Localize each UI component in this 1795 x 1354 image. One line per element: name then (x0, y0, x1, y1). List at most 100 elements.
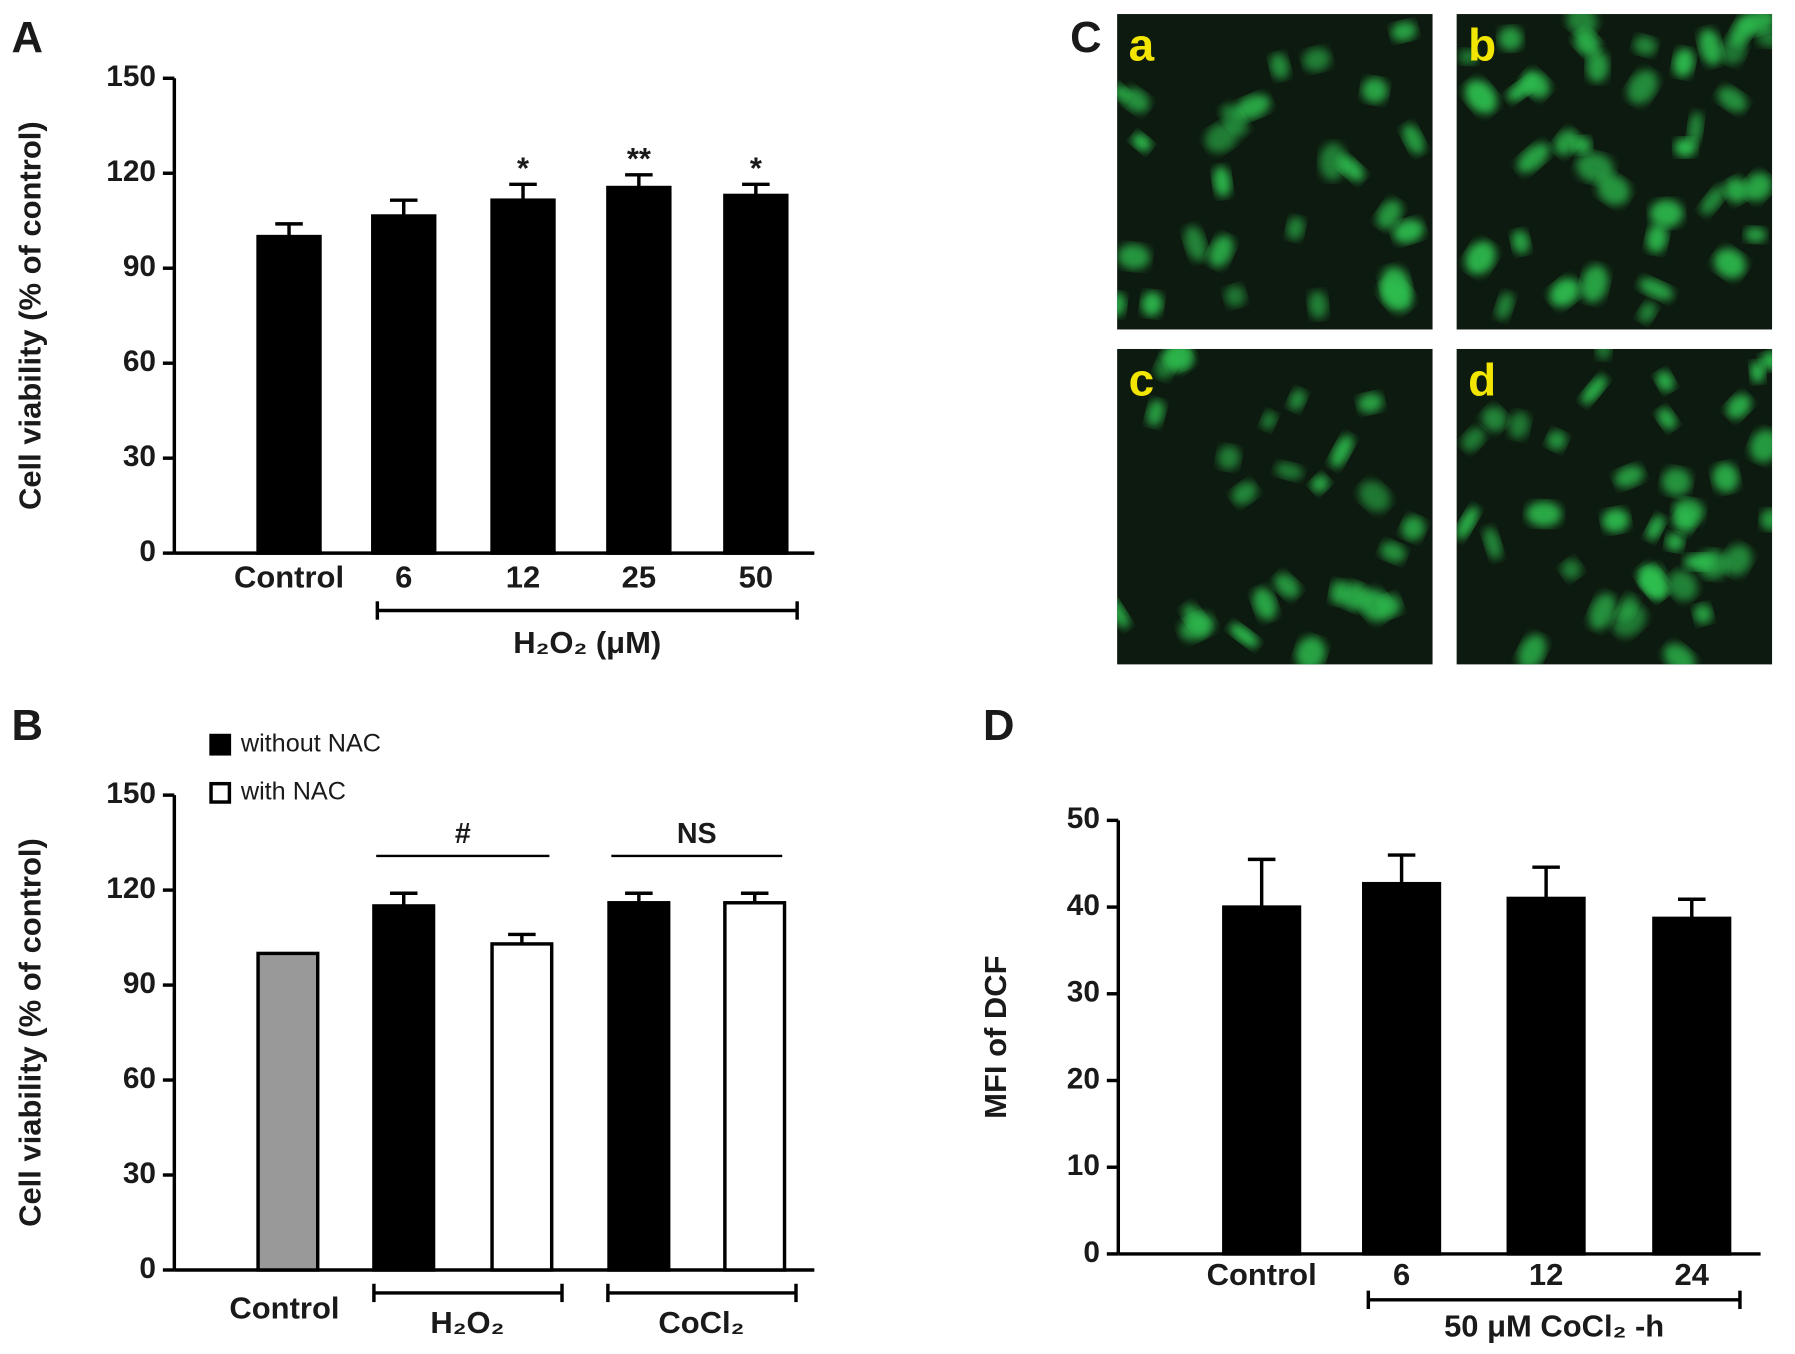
y-tick-label: 20 (1067, 1062, 1100, 1095)
cell (1750, 360, 1765, 383)
image-label: b (1468, 19, 1496, 71)
legend-swatch (209, 733, 232, 756)
cell (1693, 604, 1713, 625)
cell (1517, 634, 1547, 665)
cell (1117, 244, 1151, 270)
cell (1589, 593, 1616, 630)
y-tick-label: 0 (1083, 1236, 1100, 1269)
cell (1391, 21, 1417, 42)
bar (371, 214, 437, 555)
cell (1498, 26, 1523, 51)
bar (1506, 896, 1586, 1256)
y-tick-label: 10 (1067, 1149, 1100, 1182)
cell (1361, 77, 1388, 103)
cell (1656, 370, 1675, 392)
cell (1665, 532, 1685, 552)
cell (1229, 623, 1259, 648)
cell (1308, 290, 1328, 319)
cell (1743, 172, 1772, 202)
bar (723, 193, 789, 555)
cell (1526, 501, 1562, 527)
cell (1614, 465, 1644, 488)
cell (1517, 143, 1550, 173)
cell (1638, 301, 1657, 323)
y-tick-label: 60 (123, 1062, 156, 1095)
cell (1402, 123, 1425, 155)
cell (1511, 230, 1530, 255)
cell (1141, 291, 1163, 317)
cell (1275, 462, 1303, 480)
y-tick-label: 60 (123, 345, 156, 378)
image-label: d (1468, 353, 1496, 405)
cell (1649, 199, 1684, 228)
cell (1726, 394, 1752, 419)
bar (1362, 881, 1442, 1256)
cell (1132, 133, 1152, 152)
y-tick-label: 90 (123, 250, 156, 283)
bar (1222, 905, 1302, 1256)
cell (1561, 559, 1582, 580)
panel-label: A (11, 14, 42, 62)
cell (1717, 86, 1747, 112)
cell (1673, 48, 1695, 78)
comparison-label: NS (677, 818, 717, 850)
cell (1657, 407, 1677, 430)
cell (1270, 53, 1289, 80)
cell (1234, 94, 1271, 120)
x-tick-label: CoCl₂ (658, 1305, 744, 1340)
cell (1521, 70, 1550, 99)
bar (372, 904, 436, 1272)
x-tick-label: H₂O₂ (430, 1305, 504, 1340)
cell (1392, 219, 1424, 244)
cell (1724, 177, 1749, 203)
cell (1602, 508, 1630, 533)
cell (1698, 28, 1722, 66)
cell (1252, 587, 1277, 620)
y-axis-label: MFI of DCF (978, 955, 1013, 1118)
cell (1760, 351, 1773, 371)
x-tick-label: 12 (1529, 1257, 1563, 1292)
cell (1378, 594, 1402, 617)
comparison-label: # (455, 818, 471, 850)
cell (1638, 564, 1666, 589)
cell (1575, 152, 1614, 183)
cell (1319, 142, 1347, 181)
cell (1340, 582, 1370, 611)
cell (1208, 235, 1234, 268)
cell (1638, 278, 1674, 301)
bar (1652, 916, 1732, 1256)
group-label: H₂O₂ (μM) (513, 625, 661, 660)
cell (1117, 83, 1130, 101)
cell (1495, 292, 1514, 320)
cell (1261, 411, 1277, 430)
cell (1508, 411, 1530, 439)
panel-label: C (1070, 14, 1101, 62)
cell (1744, 226, 1767, 243)
cell (1661, 467, 1692, 496)
bar (490, 942, 554, 1272)
group-label: 50 μM CoCl₂ -h (1444, 1309, 1664, 1344)
y-axis-label: Cell viability (% of control) (12, 838, 47, 1227)
cell (1633, 35, 1657, 56)
y-tick-label: 30 (123, 1157, 156, 1190)
cell (1712, 463, 1739, 493)
x-tick-label: 12 (506, 560, 540, 595)
cell (1549, 278, 1580, 307)
cell (1595, 348, 1612, 360)
bar (256, 951, 320, 1272)
x-tick-label: Control (234, 560, 344, 595)
cell (1146, 399, 1165, 427)
x-tick-label: 24 (1675, 1257, 1710, 1292)
cell (1756, 28, 1773, 48)
cell (1302, 47, 1331, 72)
y-tick-label: 40 (1067, 889, 1100, 922)
x-tick-label: Control (1207, 1257, 1317, 1292)
cell (1337, 155, 1365, 182)
cell (1663, 643, 1696, 665)
cell (1286, 216, 1305, 241)
y-tick-label: 50 (1067, 802, 1100, 835)
x-tick-label: Control (229, 1290, 339, 1325)
cell (1749, 429, 1773, 463)
y-tick-label: 120 (106, 155, 156, 188)
cell (1456, 506, 1479, 540)
